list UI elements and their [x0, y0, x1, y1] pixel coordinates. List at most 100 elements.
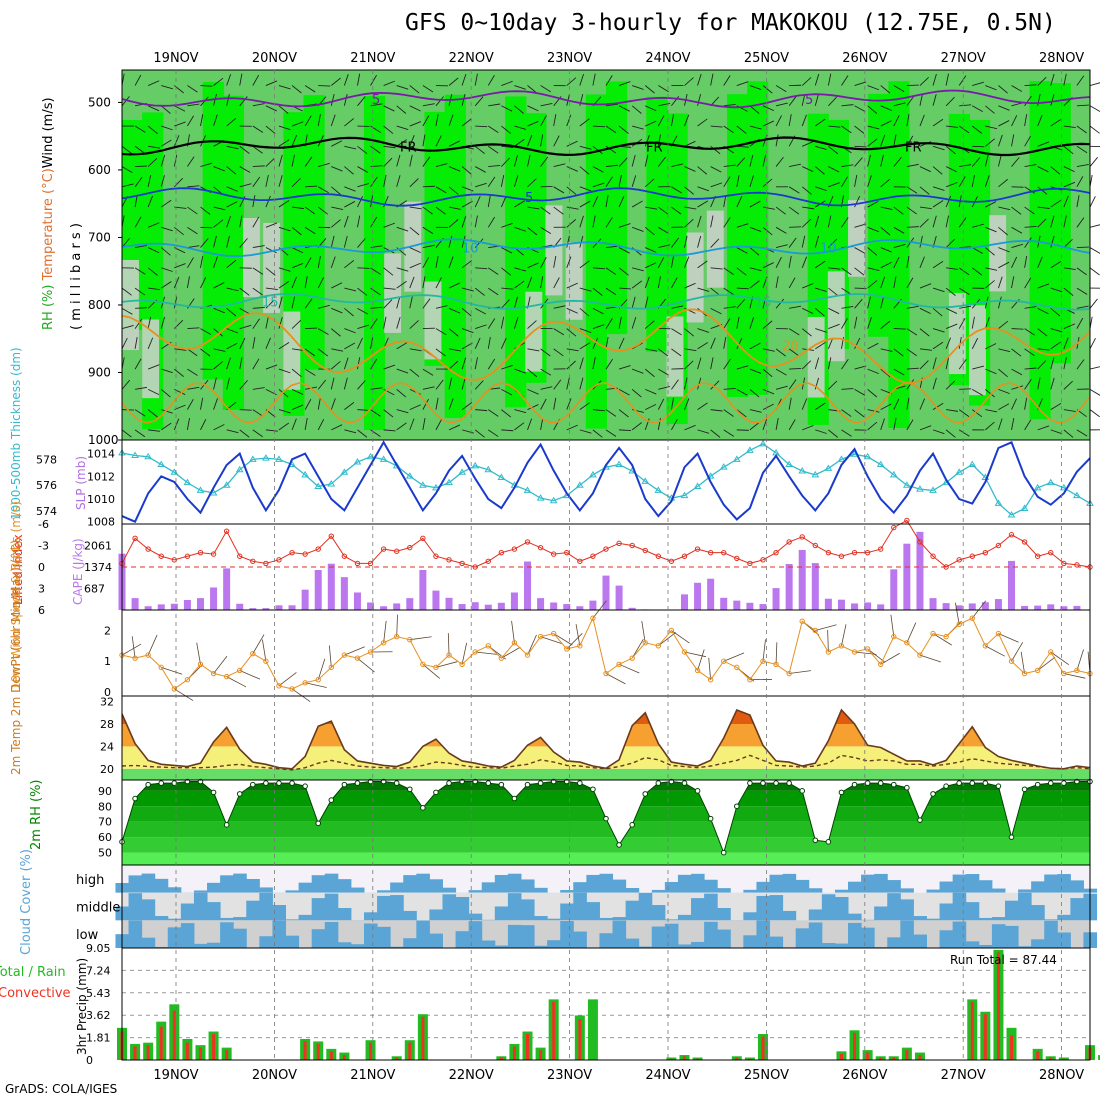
- cloud-cover-bar: [965, 902, 980, 921]
- wind-barb: [566, 166, 578, 172]
- precip-conv-bar: [316, 1043, 320, 1060]
- wind-barb: [343, 215, 349, 228]
- thickness-point: [353, 457, 362, 465]
- wind-barb: [501, 299, 510, 309]
- thickness-point: [589, 470, 597, 478]
- wind-barb: [893, 206, 904, 215]
- wind-barb: [827, 215, 832, 228]
- cloud-cover-bar: [991, 917, 1006, 921]
- wind-barb: [632, 226, 644, 232]
- wind-barb: [422, 226, 434, 235]
- wind-barb: [161, 368, 173, 374]
- rh-point: [838, 789, 845, 796]
- precip-conv-bar: [342, 1055, 346, 1060]
- cloud-cover-bar: [952, 921, 967, 948]
- cape-bar: [772, 588, 780, 610]
- wind-barb: [317, 186, 329, 194]
- wind-barb: [958, 267, 970, 276]
- thickness-point: [785, 460, 794, 468]
- wind-barb: [618, 81, 631, 86]
- wind-barb: [880, 134, 886, 147]
- cloud-cover-bar: [743, 935, 757, 948]
- cloud-cover-bar: [887, 893, 901, 921]
- wind-barb: [657, 417, 661, 430]
- wind-barb: [710, 73, 714, 86]
- lifted-index-point: [367, 560, 374, 567]
- lifted-index-point: [328, 533, 334, 539]
- cloud-cover-bar: [887, 880, 901, 893]
- lifted-index-point: [878, 546, 884, 552]
- thickness-point: [1073, 491, 1081, 499]
- wind-barb: [474, 238, 484, 248]
- rh-point: [158, 780, 165, 786]
- wind-barb: [801, 360, 812, 370]
- wind-barb: [801, 328, 812, 337]
- wind-barb: [1050, 166, 1061, 175]
- wind-barb: [788, 255, 792, 268]
- cloud-cover-bar: [141, 873, 156, 893]
- wind-barb: [998, 348, 1011, 353]
- wind-barb: [619, 429, 632, 432]
- cloud-cover-bar: [756, 895, 771, 921]
- wind-barb: [867, 421, 878, 431]
- wind-barb: [1063, 215, 1067, 228]
- wind-barb: [553, 305, 566, 309]
- ylabel-wind: Wind (m/s): [41, 97, 56, 168]
- wind-speed-point: [420, 661, 426, 668]
- wind-barb: [749, 342, 761, 350]
- cape-bar: [537, 598, 545, 610]
- wind-barb: [160, 175, 165, 187]
- wind-barb: [867, 247, 878, 256]
- wind-barb: [958, 317, 966, 329]
- wind-barb: [527, 134, 533, 147]
- wind-barb: [252, 409, 264, 417]
- wind-barb: [788, 95, 797, 107]
- wind-barb: [396, 389, 407, 398]
- wind-barb: [828, 287, 839, 296]
- cloud-cover-bar: [350, 887, 365, 893]
- thickness-point: [445, 478, 453, 486]
- wind-barb: [1076, 145, 1088, 154]
- wind-speed-point: [943, 633, 949, 640]
- wind-barb: [501, 409, 512, 418]
- wind-barb: [317, 206, 329, 215]
- thickness-point: [955, 468, 964, 475]
- wind-barb: [540, 257, 547, 269]
- precip-conv-bar: [669, 1058, 673, 1060]
- wind-barb: [932, 260, 944, 269]
- cape-bar: [1034, 605, 1042, 610]
- wind-barb: [1037, 256, 1043, 269]
- cloud-cover-bar: [560, 890, 574, 893]
- wind-barb: [710, 357, 714, 370]
- precip-conv-bar: [146, 1045, 150, 1060]
- wind-barb: [200, 206, 211, 215]
- wind-barb: [226, 676, 247, 688]
- cloud-cover-bar: [1057, 914, 1071, 921]
- temperature-contour: [121, 136, 1091, 157]
- precip-conv-bar: [1049, 1057, 1053, 1060]
- wind-barb: [919, 328, 930, 337]
- wind-barb: [514, 267, 527, 272]
- wind-barb: [344, 186, 356, 192]
- wind-barb: [579, 377, 584, 390]
- wind-barb: [291, 319, 302, 329]
- panel-frame: [121, 609, 1091, 697]
- wind-barb: [487, 176, 496, 188]
- wind-barb: [1076, 125, 1087, 134]
- cloud-cover-bar: [1057, 874, 1071, 893]
- wind-barb: [396, 175, 401, 187]
- wind-barb: [1063, 380, 1073, 390]
- wind-barb: [566, 140, 578, 147]
- wind-barb: [932, 200, 944, 208]
- wind-barb: [828, 323, 840, 330]
- pressure-tick-label: 500: [88, 95, 111, 109]
- wind-barb: [278, 296, 283, 309]
- wind-barb: [880, 348, 893, 352]
- cloud-cover-bar: [743, 889, 757, 893]
- wind-barb: [134, 125, 146, 133]
- wind-barb: [723, 409, 734, 417]
- wind-barb: [331, 166, 343, 172]
- thickness-point: [235, 465, 244, 473]
- cloud-cover-bar: [848, 881, 862, 893]
- rh-point: [263, 780, 269, 786]
